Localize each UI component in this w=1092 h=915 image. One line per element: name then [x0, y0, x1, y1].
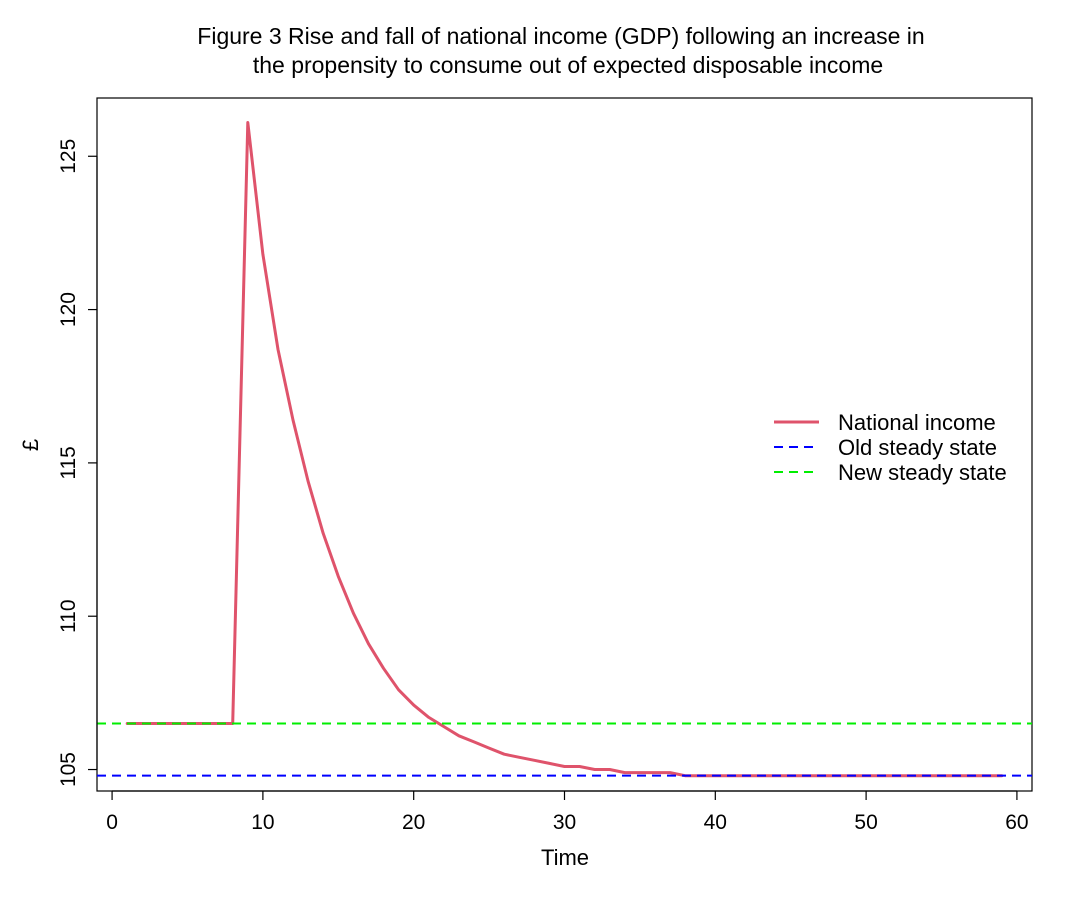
- series-line-0: [125, 121, 1004, 778]
- legend-label-2: New steady state: [838, 460, 1007, 485]
- x-tick-label: 20: [402, 811, 425, 834]
- y-axis-label: £: [18, 439, 43, 451]
- y-tick-label: 110: [57, 599, 80, 632]
- legend-label-0: National income: [838, 410, 996, 435]
- y-axis: 105 110 115 120 125: [57, 139, 98, 787]
- x-tick-label: 50: [854, 811, 877, 834]
- y-tick-label: 120: [57, 292, 80, 327]
- legend-label-1: Old steady state: [838, 435, 997, 460]
- series-layer: [97, 121, 1032, 778]
- y-tick-label: 125: [57, 139, 80, 174]
- chart-title-line-2: the propensity to consume out of expecte…: [253, 52, 883, 78]
- x-tick-label: 30: [553, 811, 576, 834]
- x-axis-label: Time: [541, 845, 589, 870]
- x-axis: 0 10 20 30 40 50 60: [106, 790, 1029, 834]
- y-tick-label: 105: [57, 752, 80, 787]
- x-tick-label: 10: [251, 811, 274, 834]
- chart-title: Figure 3 Rise and fall of national incom…: [197, 23, 924, 78]
- x-tick-label: 0: [106, 811, 118, 834]
- x-tick-label: 60: [1005, 811, 1028, 834]
- chart-title-line-1: Figure 3 Rise and fall of national incom…: [197, 23, 924, 49]
- x-tick-label: 40: [704, 811, 727, 834]
- y-tick-label: 115: [57, 446, 80, 479]
